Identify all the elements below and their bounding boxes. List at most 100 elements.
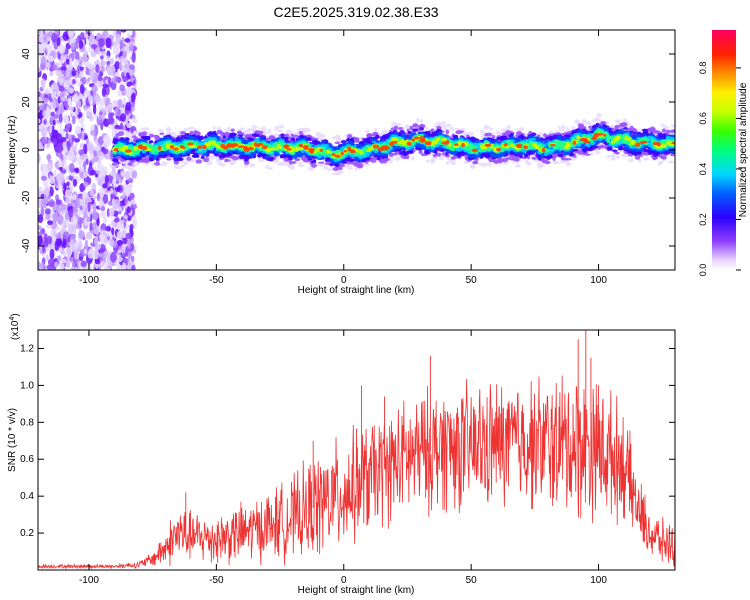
- noise-blob: [101, 87, 107, 97]
- noise-blob: [96, 192, 101, 202]
- noise-blob: [110, 187, 114, 194]
- noise-blob: [113, 242, 117, 248]
- noise-blob: [38, 152, 41, 164]
- signal-blob: [577, 150, 584, 155]
- noise-blob: [40, 78, 46, 89]
- signal-blob: [186, 156, 192, 161]
- signal-blob: [277, 129, 283, 133]
- signal-blob: [166, 158, 172, 161]
- noise-blob: [90, 129, 97, 136]
- noise-blob: [58, 158, 63, 168]
- signal-blob: [292, 134, 299, 138]
- noise-blob: [55, 199, 61, 205]
- signal-blob: [374, 127, 378, 131]
- signal-blob: [267, 167, 273, 170]
- noise-blob: [60, 104, 64, 112]
- noise-blob: [117, 108, 121, 115]
- noise-blob: [73, 249, 80, 260]
- noise-blob: [117, 249, 122, 254]
- noise-blob: [43, 187, 50, 198]
- signal-blob: [142, 131, 147, 136]
- signal-blob: [565, 126, 570, 132]
- noise-blob: [115, 33, 121, 44]
- signal-blob: [622, 118, 627, 123]
- signal-blob: [446, 123, 452, 128]
- signal-blob: [460, 128, 466, 131]
- noise-blob: [51, 64, 58, 71]
- noise-blob: [131, 53, 136, 64]
- signal-blob: [154, 161, 161, 166]
- signal-blob: [479, 129, 486, 134]
- noise-blob: [90, 38, 98, 45]
- noise-blob: [39, 136, 47, 144]
- noise-blob: [52, 229, 57, 237]
- signal-blob: [606, 154, 611, 159]
- signal-blob: [165, 127, 172, 132]
- noise-blob: [77, 64, 81, 76]
- noise-blob: [56, 133, 63, 144]
- signal-blob: [449, 126, 454, 132]
- noise-blob: [62, 31, 70, 41]
- signal-blob: [277, 162, 283, 166]
- signal-blob: [485, 132, 493, 137]
- noise-blob: [38, 225, 42, 231]
- signal-blob: [643, 157, 649, 161]
- noise-blob: [100, 169, 105, 176]
- noise-blob: [47, 61, 51, 69]
- signal-blob: [561, 157, 568, 161]
- signal-blob: [424, 150, 429, 154]
- noise-blob: [120, 113, 127, 122]
- noise-blob: [106, 60, 111, 66]
- noise-blob: [38, 231, 44, 236]
- noise-blob: [71, 224, 77, 232]
- noise-blob: [47, 55, 55, 63]
- noise-blob: [40, 261, 45, 270]
- noise-blob: [67, 97, 72, 107]
- signal-blob: [222, 135, 227, 140]
- signal-blob: [280, 133, 285, 138]
- noise-blob: [126, 122, 132, 128]
- noise-blob: [59, 263, 65, 270]
- noise-blob: [47, 258, 55, 267]
- noise-blob: [106, 191, 112, 196]
- noise-blob: [69, 239, 74, 248]
- noise-blob: [78, 230, 85, 240]
- noise-blob: [85, 158, 89, 165]
- noise-blob: [130, 242, 135, 252]
- signal-blob: [298, 164, 305, 168]
- signal-blob: [331, 136, 336, 140]
- signal-blob: [488, 128, 494, 131]
- noise-blob: [124, 109, 130, 116]
- noise-blob: [93, 213, 98, 221]
- noise-blob: [77, 149, 85, 156]
- signal-blob: [502, 161, 510, 165]
- noise-blob: [77, 240, 83, 251]
- signal-blob: [388, 159, 394, 164]
- noise-blob: [38, 118, 41, 124]
- signal-blob: [595, 122, 600, 127]
- signal-blob: [658, 160, 664, 164]
- signal-blob: [398, 126, 403, 131]
- noise-blob: [111, 99, 119, 105]
- signal-blob: [288, 165, 295, 169]
- noise-blob: [58, 247, 63, 253]
- signal-blob: [200, 155, 205, 159]
- signal-blob: [258, 157, 265, 162]
- signal-blob: [586, 121, 592, 126]
- signal-blob: [491, 135, 496, 139]
- noise-blob: [42, 33, 48, 43]
- signal-blob: [547, 136, 553, 141]
- noise-blob: [82, 190, 87, 202]
- signal-blob: [404, 124, 410, 129]
- noise-blob: [116, 263, 121, 270]
- noise-blob: [72, 215, 78, 226]
- noise-blob: [54, 261, 59, 268]
- signal-blob: [366, 163, 371, 167]
- signal-blob: [606, 146, 611, 150]
- noise-blob: [86, 143, 92, 152]
- noise-blob: [74, 50, 79, 61]
- noise-blob: [97, 135, 104, 146]
- noise-blob: [92, 222, 97, 229]
